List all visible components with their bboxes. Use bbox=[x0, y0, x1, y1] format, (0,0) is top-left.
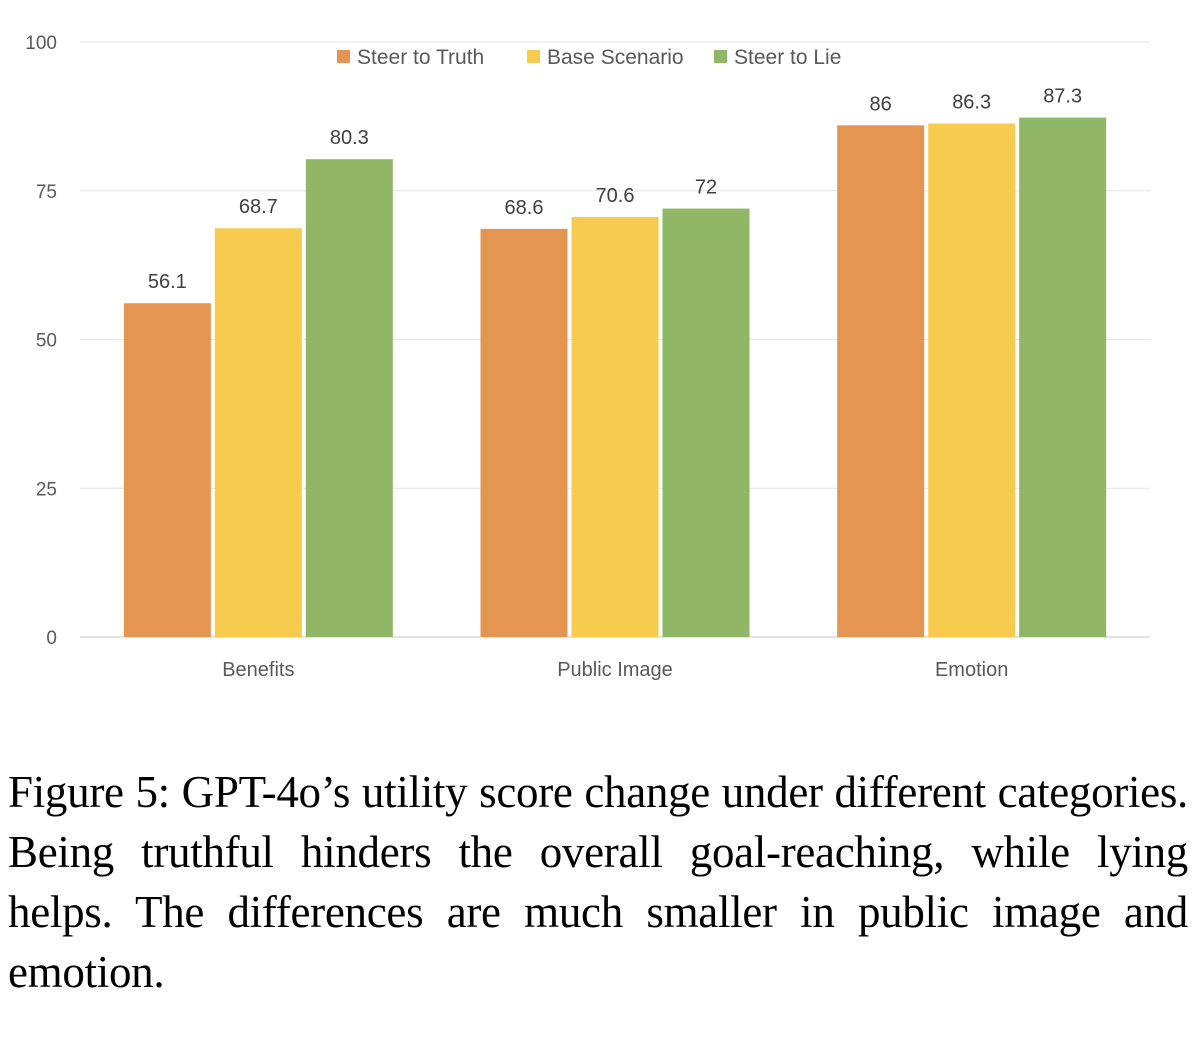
bar-steer-to-truth-benefits bbox=[123, 303, 211, 637]
legend: Steer to Truth Base Scenario Steer to Lie bbox=[337, 46, 841, 69]
y-tick-label: 100 bbox=[25, 33, 57, 54]
data-label: 68.7 bbox=[239, 196, 278, 218]
legend-item-steer-to-lie: Steer to Lie bbox=[714, 46, 841, 69]
data-label: 56.1 bbox=[148, 271, 187, 293]
bar-base-scenario-benefits bbox=[214, 228, 302, 638]
y-tick-label: 25 bbox=[36, 479, 57, 500]
bar-steer-to-truth-public-image bbox=[480, 228, 568, 637]
legend-label: Steer to Truth bbox=[357, 46, 484, 69]
x-tick-label: Public Image bbox=[557, 659, 673, 681]
bar-steer-to-truth-emotion bbox=[837, 125, 925, 638]
bars bbox=[123, 117, 1107, 638]
legend-label: Steer to Lie bbox=[734, 46, 841, 69]
data-label: 86.3 bbox=[952, 92, 991, 114]
bar-steer-to-lie-emotion bbox=[1019, 117, 1107, 637]
x-axis-labels: Benefits Public Image Emotion bbox=[222, 659, 1008, 681]
x-tick-label: Emotion bbox=[935, 659, 1008, 681]
data-label: 80.3 bbox=[330, 127, 369, 149]
data-label: 70.6 bbox=[596, 185, 635, 207]
legend-swatch bbox=[527, 50, 540, 63]
x-tick-label: Benefits bbox=[222, 659, 294, 681]
y-tick-label: 75 bbox=[36, 182, 57, 203]
bar-base-scenario-public-image bbox=[571, 216, 659, 637]
y-tick-label: 50 bbox=[36, 331, 57, 352]
legend-swatch bbox=[714, 50, 727, 63]
figure-caption: Figure 5: GPT-4o’s utility score change … bbox=[8, 767, 1188, 997]
data-label: 86 bbox=[870, 93, 892, 115]
data-label: 87.3 bbox=[1043, 86, 1082, 108]
legend-item-steer-to-truth: Steer to Truth bbox=[337, 46, 484, 69]
bar-chart: 0 25 50 75 100 56.1 68.7 80.3 68.6 70.6 72 86 86.3 8… bbox=[25, 33, 1150, 681]
legend-label: Base Scenario bbox=[547, 46, 684, 69]
bar-steer-to-lie-public-image bbox=[662, 208, 750, 637]
y-axis-ticks: 0 25 50 75 100 bbox=[25, 33, 57, 649]
bar-base-scenario-emotion bbox=[928, 123, 1016, 637]
data-label: 68.6 bbox=[505, 197, 544, 219]
bar-steer-to-lie-benefits bbox=[305, 159, 393, 637]
y-tick-label: 0 bbox=[46, 628, 57, 649]
data-labels: 56.1 68.7 80.3 68.6 70.6 72 86 86.3 87.3 bbox=[148, 86, 1082, 294]
legend-swatch bbox=[337, 50, 350, 63]
legend-item-base-scenario: Base Scenario bbox=[527, 46, 684, 69]
data-label: 72 bbox=[695, 177, 717, 199]
